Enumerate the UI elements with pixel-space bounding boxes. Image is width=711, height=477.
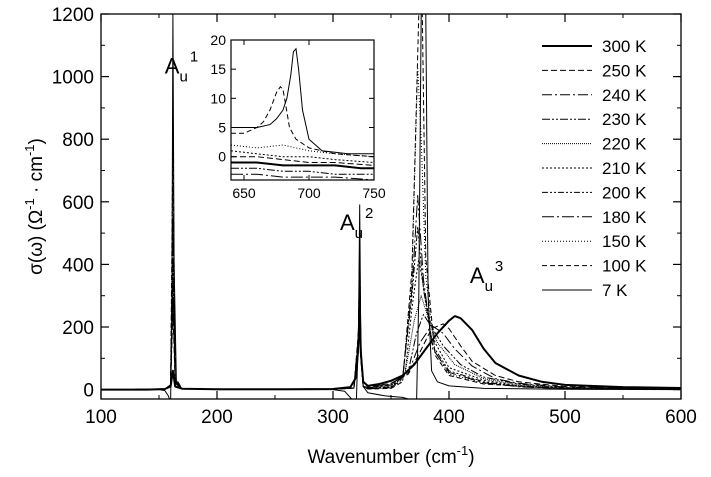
y-tick-label: 1000 bbox=[52, 68, 94, 89]
inset-series-180k bbox=[231, 173, 374, 180]
legend: 300 K 250 K 240 K 230 K 220 K 210 K 200 K 180 K… bbox=[542, 37, 647, 300]
legend-label: 250 K bbox=[602, 61, 647, 80]
x-axis-title: Wavenumber (cm-1) bbox=[307, 443, 474, 468]
peak-label: Au2 bbox=[340, 205, 373, 242]
legend-label: 230 K bbox=[602, 110, 647, 129]
inset-x-tick-label: 650 bbox=[232, 185, 256, 201]
y-tick-label: 600 bbox=[62, 193, 94, 214]
inset-y-tick-label: 10 bbox=[210, 90, 226, 106]
inset-series-230k bbox=[231, 167, 374, 175]
legend-label: 220 K bbox=[602, 135, 647, 154]
inset-series-150k bbox=[231, 144, 374, 158]
legend-label: 100 K bbox=[602, 257, 647, 276]
inset-x-tick-label: 750 bbox=[362, 185, 386, 201]
y-axis-title: σ(ω) (Ω-1 · cm-1) bbox=[22, 138, 47, 275]
inset-y-tick-label: 20 bbox=[210, 32, 226, 48]
y-tick-label: 1200 bbox=[52, 5, 94, 26]
inset-x-tick-label: 700 bbox=[297, 185, 321, 201]
inset-frame bbox=[230, 39, 375, 181]
inset-series-300k bbox=[231, 161, 374, 170]
y-tick-label: 200 bbox=[62, 318, 94, 339]
series-layer bbox=[101, 14, 681, 399]
peak-label: Au3 bbox=[470, 258, 503, 295]
x-tick-label: 300 bbox=[317, 407, 349, 428]
series-line-230k bbox=[101, 276, 681, 391]
x-tick-label: 400 bbox=[433, 407, 465, 428]
peak-label: Au1 bbox=[165, 48, 198, 85]
y-tick-label: 0 bbox=[83, 381, 94, 402]
axis-titles: Wavenumber (cm-1) σ(ω) (Ω-1 · cm-1) bbox=[22, 138, 475, 468]
x-tick-label: 600 bbox=[665, 407, 697, 428]
series-line-150k bbox=[101, 66, 681, 391]
x-tick-label: 100 bbox=[85, 407, 117, 428]
inset-y-tick-label: 0 bbox=[218, 149, 226, 165]
series-line-240k bbox=[101, 282, 681, 391]
legend-label: 180 K bbox=[602, 208, 647, 227]
frame-layer bbox=[100, 13, 682, 400]
inset-plot: 650 700 750 0 5 10 15 20 bbox=[210, 32, 385, 201]
legend-label: 150 K bbox=[602, 232, 647, 251]
series-line-200k bbox=[101, 226, 681, 391]
legend-label: 210 K bbox=[602, 159, 647, 178]
inset-series-210k bbox=[231, 150, 374, 163]
series-line-210k bbox=[101, 248, 681, 391]
series-line-100k bbox=[101, 14, 681, 391]
series-line-180k bbox=[101, 195, 681, 391]
legend-label: 7 K bbox=[602, 281, 628, 300]
inset-y-tick-label: 5 bbox=[218, 120, 226, 136]
legend-label: 200 K bbox=[602, 183, 647, 202]
inset-y-tick-label: 15 bbox=[210, 61, 226, 77]
series-line-220k bbox=[101, 263, 681, 391]
peak-labels: Au1 Au2 Au3 bbox=[165, 48, 503, 295]
y-tick-label: 800 bbox=[62, 130, 94, 151]
legend-label: 240 K bbox=[602, 86, 647, 105]
plot-frame bbox=[100, 13, 682, 400]
series-line-300k bbox=[101, 301, 681, 391]
series-line-250k bbox=[101, 288, 681, 391]
series-line-7k bbox=[101, 14, 681, 399]
legend-label: 300 K bbox=[602, 37, 647, 56]
x-tick-label: 200 bbox=[201, 407, 233, 428]
x-tick-label: 500 bbox=[549, 407, 581, 428]
inset-series-100k bbox=[231, 85, 374, 158]
inset-series-250k bbox=[231, 156, 374, 166]
inset-series-7k bbox=[231, 47, 374, 155]
y-tick-label: 400 bbox=[62, 255, 94, 276]
